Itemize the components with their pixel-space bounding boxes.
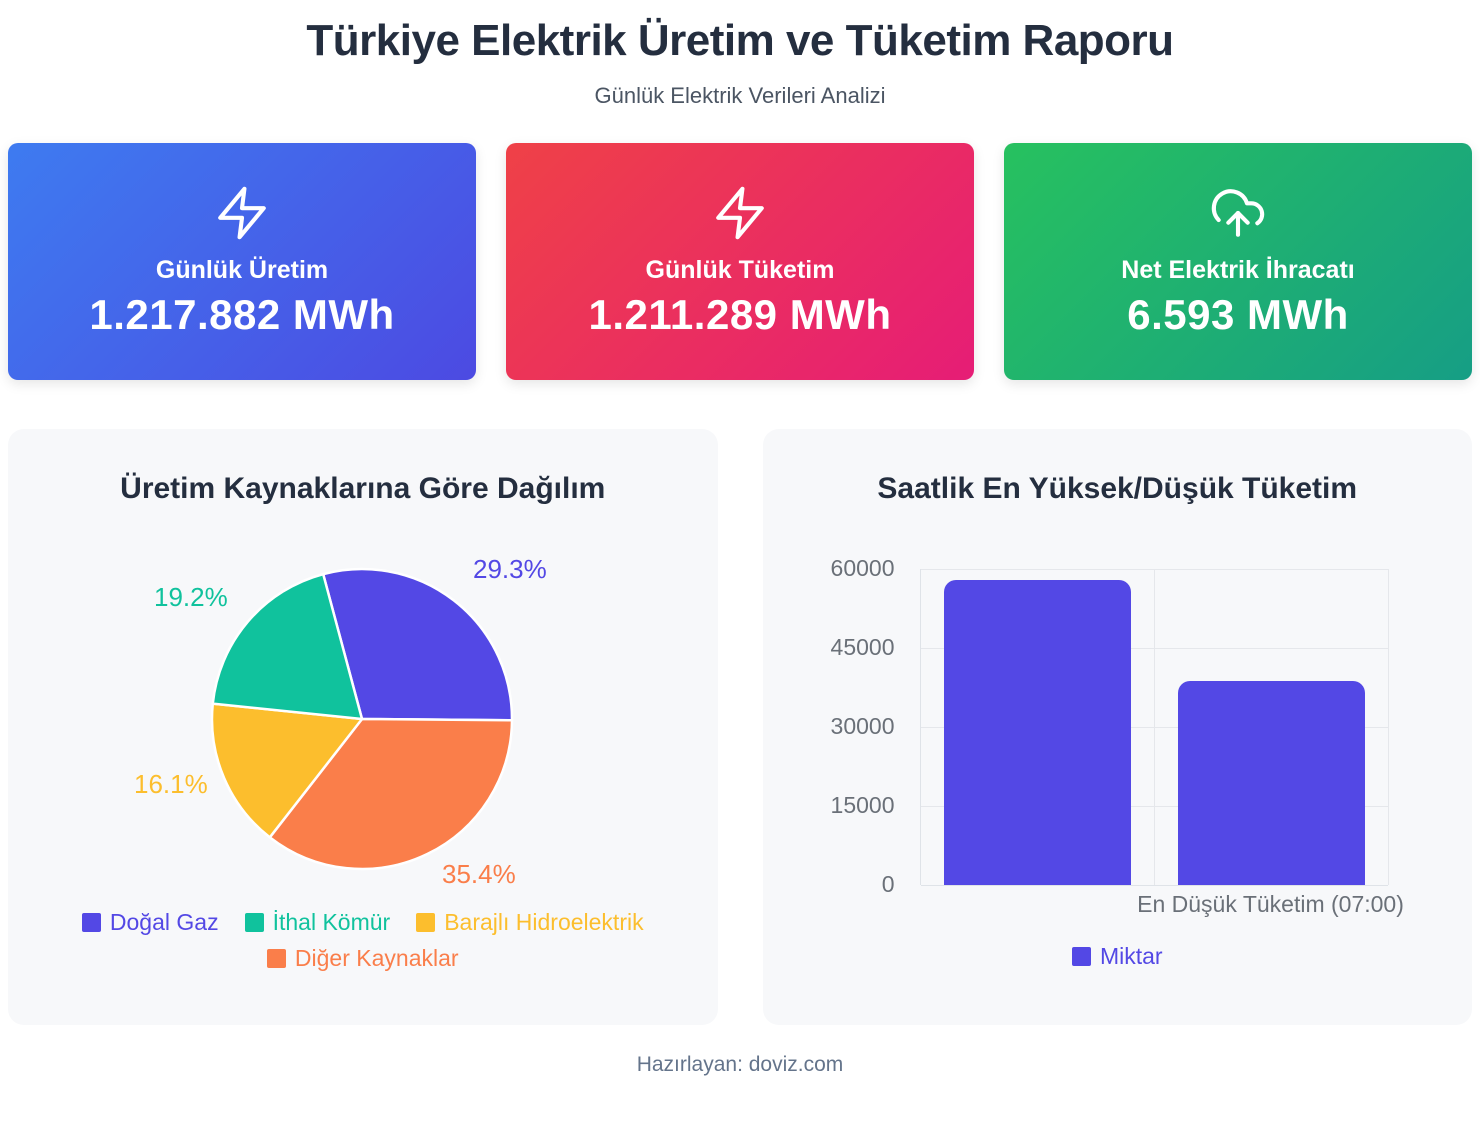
legend-swatch-icon (1071, 947, 1091, 966)
y-tick-label: 45000 (830, 634, 895, 660)
pie-slice-3[interactable] (268, 717, 514, 871)
stat-card-value: 1.217.882 MWh (89, 291, 395, 338)
charts-row: Üretim Kaynaklarına Göre Dağılım 29.3% 1… (0, 429, 1480, 1025)
bar-plot-area (919, 569, 1389, 886)
y-tick-label: 0 (881, 871, 895, 897)
gridline-y-0 (920, 885, 1388, 886)
legend-label: Doğal Gaz (109, 909, 219, 935)
legend-swatch-icon (416, 913, 436, 932)
pie-legend-item-0[interactable]: Doğal Gaz (81, 909, 219, 936)
pie-chart-title: Üretim Kaynaklarına Göre Dağılım (120, 472, 606, 505)
stat-card-value: 6.593 MWh (1127, 291, 1349, 338)
bar-chart-card: Saatlik En Yüksek/Düşük Tüketim 0 15000 30… (762, 429, 1473, 1025)
legend-label: Barajlı Hidroelektrik (444, 909, 644, 935)
stat-card-label: Net Elektrik İhracatı (1121, 256, 1355, 284)
lightning-bolt-icon (716, 186, 764, 240)
stat-card-daily-production: Günlük Üretim 1.217.882 MWh (8, 143, 476, 380)
pie-legend-item-1[interactable]: İthal Kömür (244, 909, 391, 936)
bar-legend: Miktar (763, 943, 1473, 970)
stat-card-label: Günlük Tüketim (645, 256, 835, 284)
x-tick-label: En Düşük Tüketim (07:00) (1137, 891, 1404, 917)
pie-legend-item-2[interactable]: Barajlı Hidroelektrik (416, 909, 644, 936)
legend-label: Diğer Kaynaklar (294, 945, 459, 971)
legend-swatch-icon (81, 913, 101, 932)
pie-legend: Doğal Gaz İthal Kömür Barajlı Hidroelektri… (8, 909, 718, 972)
pie-legend-row: Doğal Gaz İthal Kömür Barajlı Hidroelektri… (81, 909, 644, 936)
lightning-bolt-icon (218, 186, 266, 240)
pie-legend-item-3[interactable]: Diğer Kaynaklar (266, 945, 459, 972)
pie-chart-card: Üretim Kaynaklarına Göre Dağılım 29.3% 1… (8, 429, 718, 1025)
gridline-x (1387, 569, 1389, 885)
gridline-x (1153, 569, 1155, 885)
bar-legend-row: Miktar (1071, 943, 1163, 970)
stat-card-label: Günlük Üretim (155, 256, 329, 284)
page-title: Türkiye Elektrik Üretim ve Tüketim Rapor… (306, 16, 1174, 65)
legend-swatch-icon (266, 949, 286, 968)
pie-percent-label-diger-kaynaklar: 35.4% (442, 859, 516, 889)
pie-percent-label-ithal-komur: 19.2% (154, 582, 228, 612)
page-subtitle: Günlük Elektrik Verileri Analizi (594, 83, 886, 108)
stat-cards-row: Günlük Üretim 1.217.882 MWh Günlük Tüket… (0, 143, 1480, 380)
pie-percent-label-barajli-hidroelektrik: 16.1% (134, 769, 208, 799)
pie-slice-2[interactable] (210, 702, 364, 839)
y-tick-label: 15000 (830, 792, 895, 818)
y-tick-label: 30000 (830, 713, 895, 739)
bar-0[interactable] (943, 580, 1132, 885)
pie-slice-0[interactable] (321, 567, 514, 722)
pie-legend-row: Diğer Kaynaklar (266, 945, 459, 972)
pie-percent-label-dogal-gaz: 29.3% (473, 554, 547, 584)
cloud-upload-icon (1211, 189, 1265, 237)
stat-card-net-export: Net Elektrik İhracatı 6.593 MWh (1004, 143, 1472, 380)
pie-slice-1[interactable] (211, 572, 364, 721)
stat-card-daily-consumption: Günlük Tüketim 1.211.289 MWh (506, 143, 974, 380)
legend-label: Miktar (1099, 943, 1163, 969)
legend-label: İthal Kömür (272, 909, 391, 935)
bar-legend-item-0[interactable]: Miktar (1071, 943, 1163, 970)
pie-chart[interactable] (202, 559, 522, 879)
y-tick-label: 60000 (830, 555, 895, 581)
legend-swatch-icon (244, 913, 264, 932)
bar-chart-title: Saatlik En Yüksek/Düşük Tüketim (877, 472, 1358, 505)
stat-card-value: 1.211.289 MWh (588, 291, 892, 338)
bar-1[interactable] (1177, 680, 1366, 885)
footer-credit: Hazırlayan: doviz.com (636, 1053, 844, 1076)
